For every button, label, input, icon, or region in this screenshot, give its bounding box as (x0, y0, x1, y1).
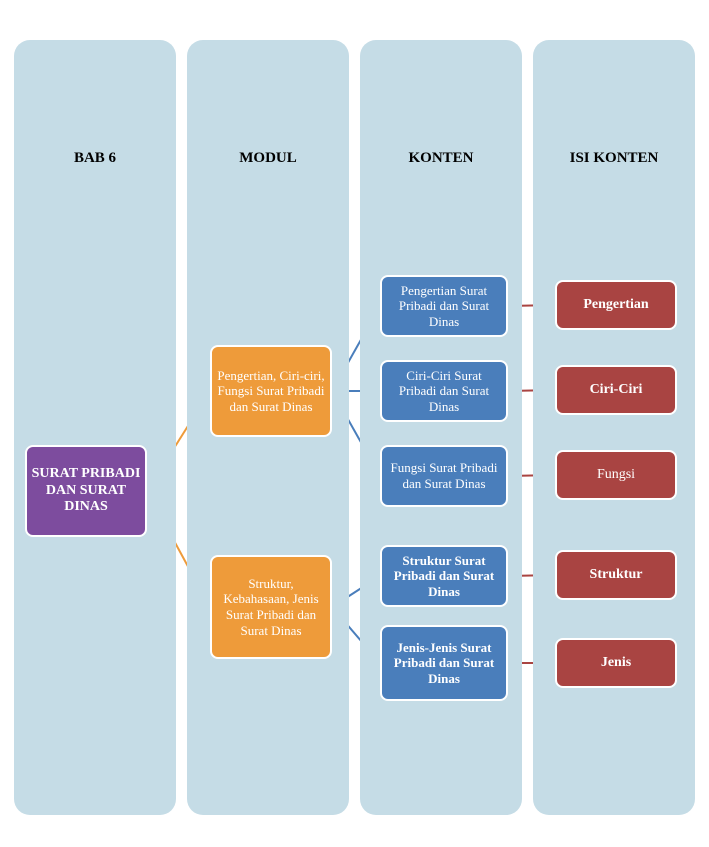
node-kon2: Ciri-Ciri Surat Pribadi dan Surat Dinas (380, 360, 508, 422)
node-label-kon2: Ciri-Ciri Surat Pribadi dan Surat Dinas (386, 368, 502, 415)
node-kon1: Pengertian Surat Pribadi dan Surat Dinas (380, 275, 508, 337)
node-mod1: Pengertian, Ciri-ciri, Fungsi Surat Prib… (210, 345, 332, 437)
node-isi2: Ciri-Ciri (555, 365, 677, 415)
node-label-kon4: Struktur Surat Pribadi dan Surat Dinas (386, 553, 502, 600)
node-label-isi3: Fungsi (597, 467, 635, 484)
node-mod2: Struktur, Kebahasaan, Jenis Surat Pribad… (210, 555, 332, 659)
node-kon4: Struktur Surat Pribadi dan Surat Dinas (380, 545, 508, 607)
column-header-2: KONTEN (360, 150, 522, 167)
column-header-1: MODUL (187, 150, 349, 167)
node-root: SURAT PRIBADI DAN SURAT DINAS (25, 445, 147, 537)
node-isi4: Struktur (555, 550, 677, 600)
node-label-isi2: Ciri-Ciri (590, 382, 643, 399)
node-label-isi5: Jenis (601, 655, 631, 672)
column-header-0: BAB 6 (14, 150, 176, 167)
node-label-kon1: Pengertian Surat Pribadi dan Surat Dinas (386, 283, 502, 330)
column-header-3: ISI KONTEN (533, 150, 695, 167)
node-kon3: Fungsi Surat Pribadi dan Surat Dinas (380, 445, 508, 507)
node-isi3: Fungsi (555, 450, 677, 500)
node-label-isi4: Struktur (590, 567, 643, 584)
column-0: BAB 6 (14, 40, 176, 815)
node-isi1: Pengertian (555, 280, 677, 330)
node-label-isi1: Pengertian (583, 297, 648, 314)
node-label-mod2: Struktur, Kebahasaan, Jenis Surat Pribad… (216, 576, 326, 638)
node-kon5: Jenis-Jenis Surat Pribadi dan Surat Dina… (380, 625, 508, 701)
node-label-mod1: Pengertian, Ciri-ciri, Fungsi Surat Prib… (216, 368, 326, 415)
node-isi5: Jenis (555, 638, 677, 688)
node-label-kon5: Jenis-Jenis Surat Pribadi dan Surat Dina… (386, 640, 502, 687)
column-3: ISI KONTEN (533, 40, 695, 815)
node-label-root: SURAT PRIBADI DAN SURAT DINAS (31, 466, 141, 516)
node-label-kon3: Fungsi Surat Pribadi dan Surat Dinas (386, 460, 502, 491)
